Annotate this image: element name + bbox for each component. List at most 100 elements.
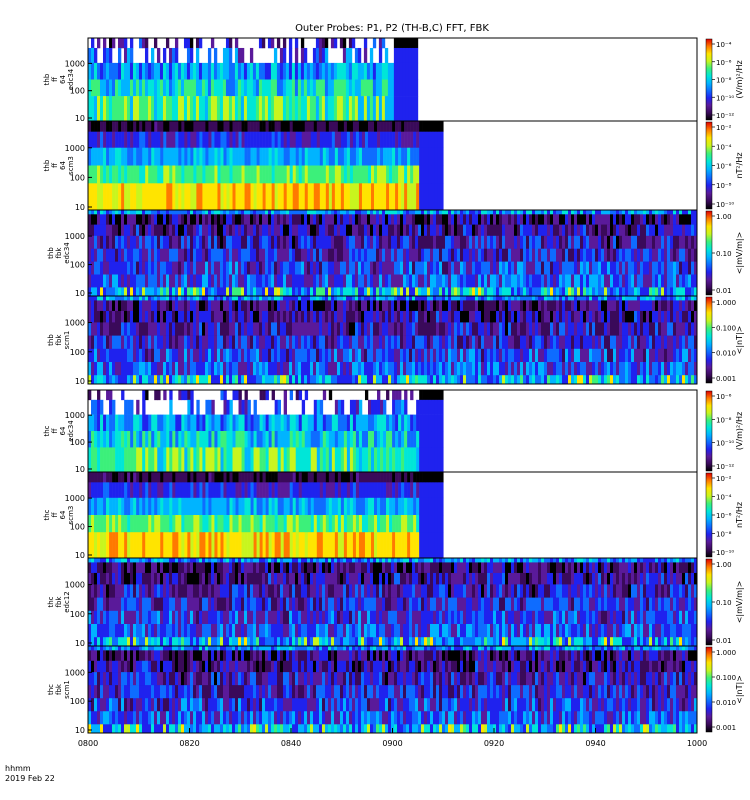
spectrum-cell <box>262 274 266 288</box>
spectrum-cell <box>637 235 641 249</box>
spectrum-cell <box>568 235 572 249</box>
figure-title: Outer Probes: P1, P2 (TH-B,C) FFT, FBK <box>295 23 489 34</box>
spectrum-cell <box>91 235 95 249</box>
spectrum-cell <box>247 431 251 448</box>
spectrum-cell <box>382 224 386 237</box>
spectrum-cell <box>493 322 497 336</box>
spectrum-cell <box>286 431 291 448</box>
spectrum-cell <box>433 335 437 350</box>
spectrum-cell <box>265 214 269 225</box>
spectrum-cell <box>559 235 563 249</box>
spectrum-cell <box>115 375 119 385</box>
spectrum-cell <box>277 296 281 301</box>
spectrum-cell <box>331 165 336 184</box>
spectrum-cell <box>115 515 119 533</box>
spectrum-cell <box>391 296 395 301</box>
spectrum-cell <box>376 235 380 249</box>
spectrum-cell <box>412 287 416 297</box>
spectrum-cell <box>403 287 407 297</box>
spectrum-cell <box>505 248 509 262</box>
spectrum-cell <box>610 310 614 323</box>
spectrum-cell <box>109 310 113 323</box>
spectrum-cell <box>514 296 518 301</box>
spectrum-cell <box>91 310 95 323</box>
spectrum-cell <box>484 235 488 249</box>
spectrum-cell <box>376 310 380 323</box>
spectrum-cell <box>415 214 419 225</box>
spectrum-cell <box>145 300 149 312</box>
spectrum-cell <box>610 261 614 275</box>
spectrum-cell <box>247 322 251 336</box>
spectrum-cell <box>371 447 375 473</box>
spectrum-cell <box>499 296 503 301</box>
spectrum-cell <box>94 79 98 97</box>
spectrum-cell <box>433 248 437 262</box>
spectrum-cell <box>100 532 104 559</box>
spectrum-cell <box>631 224 635 237</box>
spectrum-cell <box>403 362 407 376</box>
colorbar-tick-label: 0.001 <box>716 375 736 383</box>
spectrum-cell <box>550 287 554 297</box>
spectrum-cell <box>431 399 435 415</box>
spectrum-cell <box>520 335 524 350</box>
spectrum-cell <box>220 147 224 166</box>
spectrum-cell <box>97 165 101 184</box>
spectrum-cell <box>661 310 665 323</box>
spectrum-cell <box>205 348 209 363</box>
spectrum-cell <box>232 224 236 237</box>
spectrum-cell <box>100 235 104 249</box>
spectrum-cell <box>192 79 197 97</box>
spectrum-cell <box>673 322 677 336</box>
spectrum-cell <box>138 96 143 122</box>
spectrum-cell <box>306 62 311 80</box>
spectrum-cell <box>142 472 146 483</box>
panel-label-line: 64 <box>59 426 67 435</box>
spectrum-cell <box>301 274 305 288</box>
spectrum-cell <box>334 248 338 262</box>
spectrum-cell <box>379 224 383 237</box>
spectrum-cell <box>607 362 611 376</box>
spectrum-cell <box>422 121 426 132</box>
spectrum-cell <box>382 274 386 288</box>
spectrum-cell <box>141 38 146 49</box>
spectrum-cell <box>571 210 575 215</box>
spectrum-cell <box>349 214 353 225</box>
spectrum-cell <box>115 362 119 376</box>
spectrum-cell <box>142 261 146 275</box>
spectrum-cell <box>313 147 318 166</box>
spectrum-cell <box>88 248 92 262</box>
spectrum-cell <box>478 248 482 262</box>
spectrum-cell <box>415 261 419 275</box>
spectrum-cell <box>250 214 254 225</box>
spectrum-cell <box>352 300 356 312</box>
spectrum-cell <box>213 47 218 64</box>
spectrum-cell <box>601 248 605 262</box>
spectrum-cell <box>249 79 254 97</box>
spectrum-cell <box>406 310 410 323</box>
spectrum-cell <box>649 261 653 275</box>
spectrum-cell <box>298 447 303 473</box>
spectrum-cell <box>316 362 320 376</box>
spectrum-cell <box>322 131 327 148</box>
spectrum-cell <box>454 335 458 350</box>
spectrum-cell <box>598 300 602 312</box>
spectrum-cell <box>481 210 485 215</box>
spectrum-cell <box>262 296 266 301</box>
spectrum-cell <box>349 447 354 473</box>
spectrum-cell <box>205 287 209 297</box>
spectrum-cell <box>160 322 164 336</box>
spectrum-cell <box>592 375 596 385</box>
spectrum-cell <box>430 248 434 262</box>
spectrum-cell <box>577 235 581 249</box>
spectrum-cell <box>661 224 665 237</box>
spectrum-cell <box>136 399 140 415</box>
spectrum-cell <box>265 300 269 312</box>
spectrum-cell <box>358 274 362 288</box>
spectrum-cell <box>130 482 134 499</box>
spectrum-cell <box>425 121 429 132</box>
spectrum-cell <box>214 322 218 336</box>
spectrum-cell <box>136 362 140 376</box>
spectrum-cell <box>354 79 359 97</box>
spectrum-cell <box>349 165 354 184</box>
spectrum-cell <box>431 121 435 132</box>
